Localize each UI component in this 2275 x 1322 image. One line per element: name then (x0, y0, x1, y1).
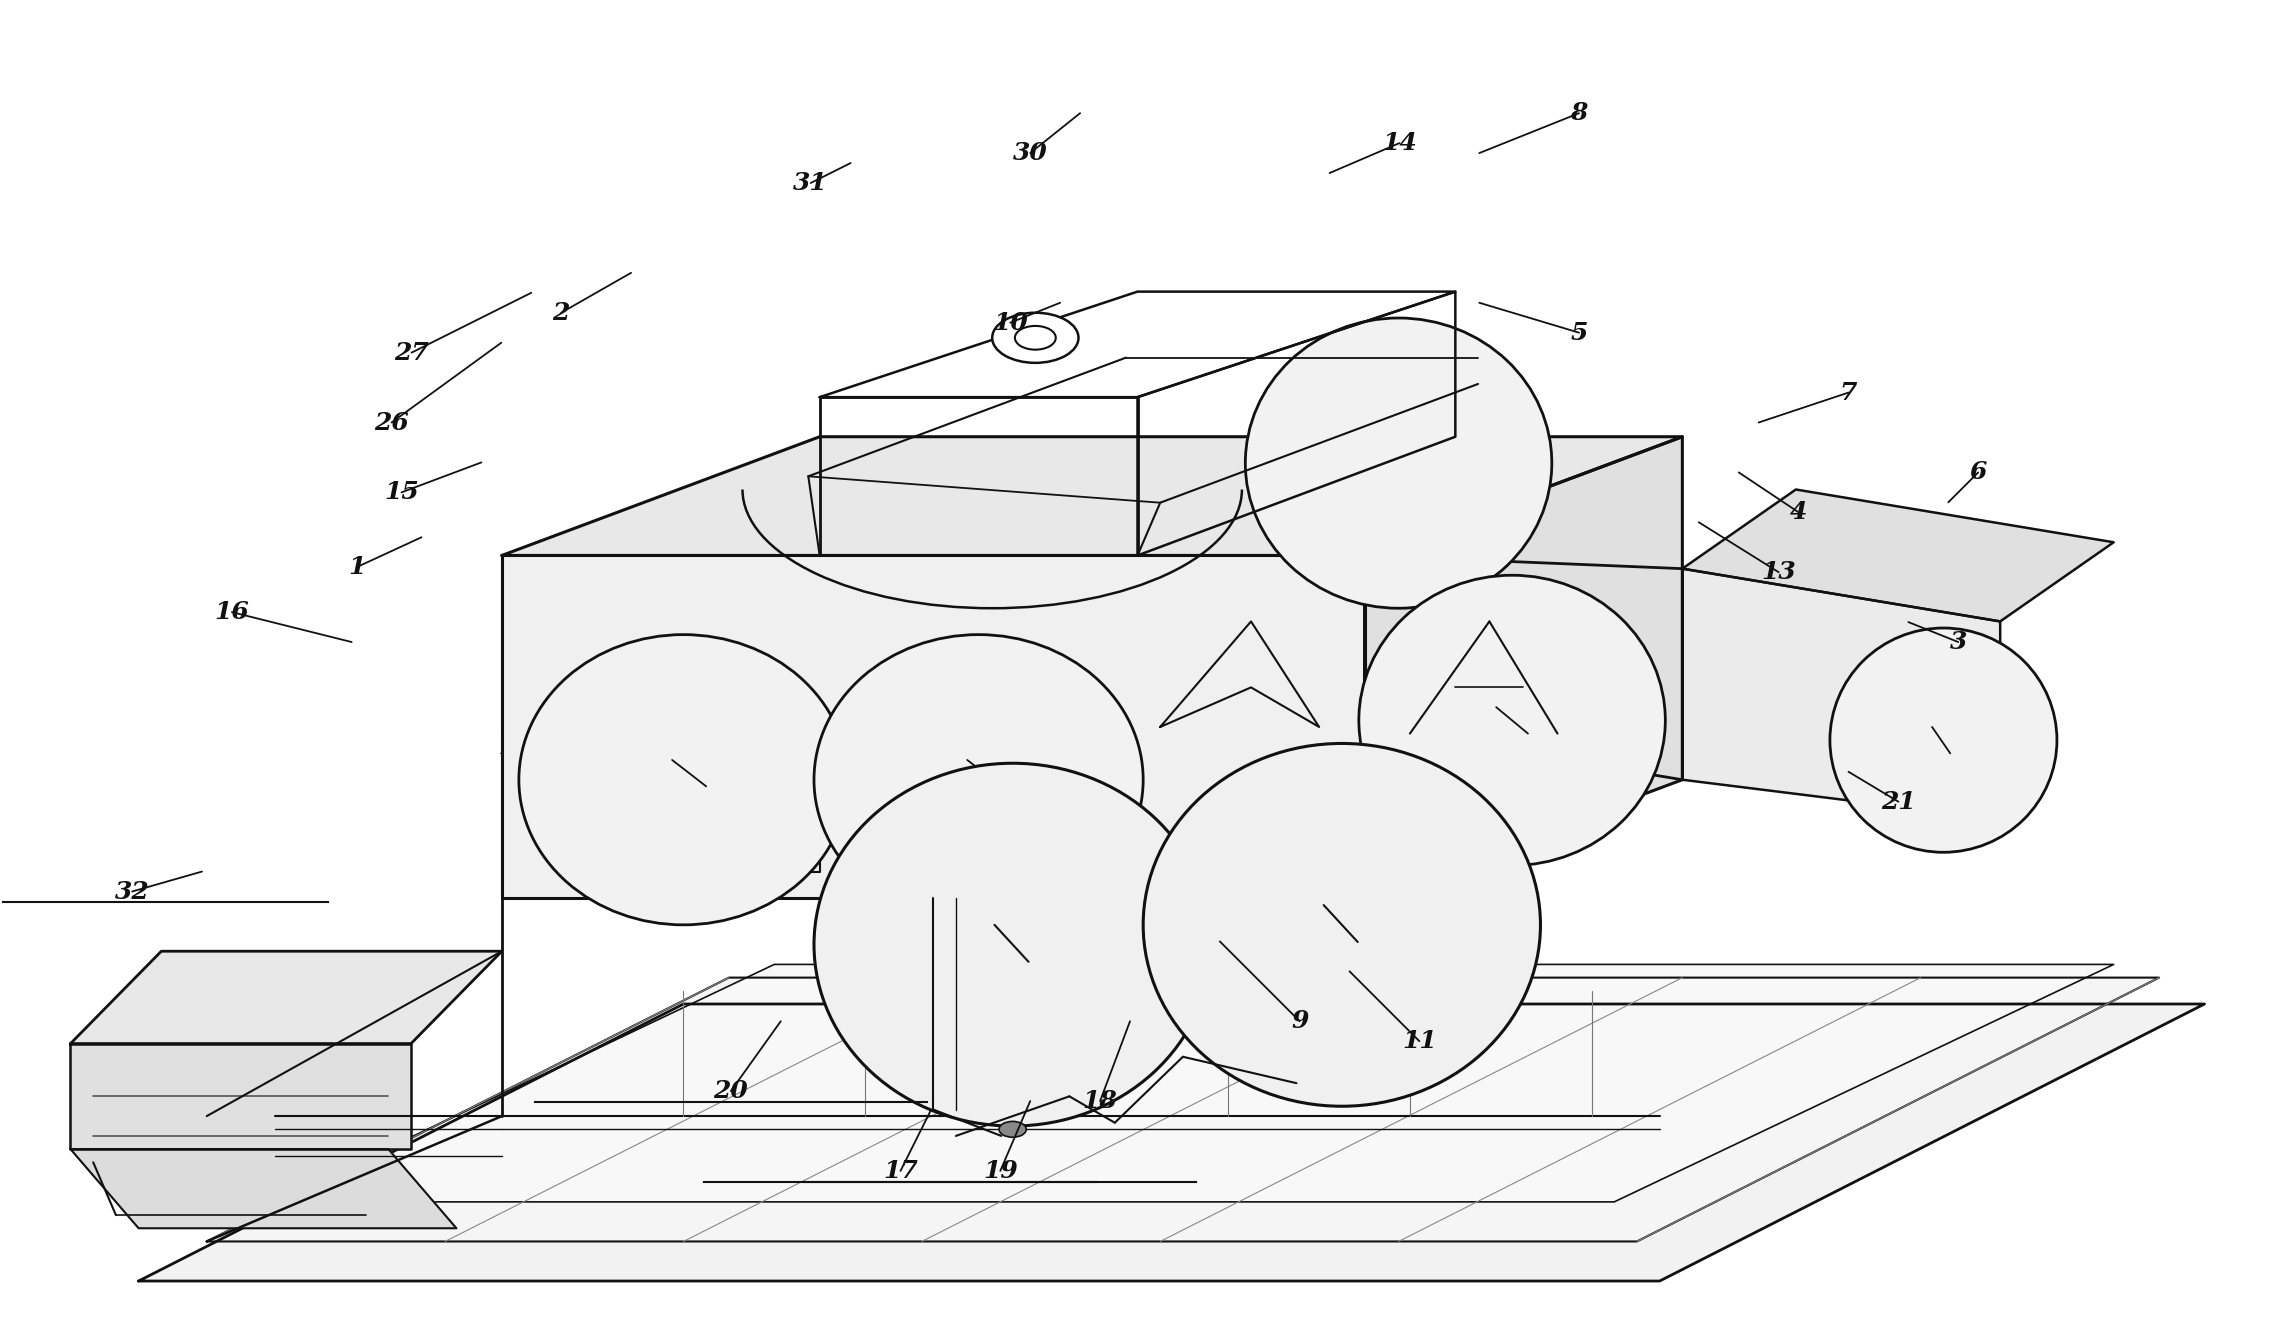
Polygon shape (637, 780, 728, 886)
Ellipse shape (1358, 575, 1665, 866)
Text: 14: 14 (1383, 131, 1417, 155)
Polygon shape (503, 436, 1681, 555)
Polygon shape (503, 754, 864, 899)
Polygon shape (71, 1043, 412, 1149)
Polygon shape (1681, 568, 2000, 820)
Text: 17: 17 (883, 1159, 917, 1183)
Text: 7: 7 (1840, 381, 1856, 405)
Ellipse shape (992, 313, 1078, 362)
Polygon shape (728, 806, 819, 873)
Text: 32: 32 (114, 879, 150, 903)
Text: 20: 20 (714, 1079, 748, 1103)
Polygon shape (275, 965, 2113, 1202)
Ellipse shape (814, 763, 1210, 1126)
Polygon shape (503, 687, 1001, 754)
Text: 15: 15 (384, 480, 419, 505)
Polygon shape (1365, 555, 1681, 780)
Text: 3: 3 (1950, 631, 1968, 654)
Ellipse shape (814, 635, 1142, 925)
Text: 31: 31 (794, 171, 828, 196)
Text: 26: 26 (373, 411, 410, 435)
Polygon shape (207, 977, 2159, 1241)
Text: 8: 8 (1570, 102, 1588, 126)
Polygon shape (1681, 489, 2113, 621)
Ellipse shape (1244, 319, 1552, 608)
Ellipse shape (999, 1121, 1026, 1137)
Polygon shape (864, 687, 1001, 899)
Text: 30: 30 (1012, 141, 1046, 165)
Ellipse shape (1142, 743, 1540, 1107)
Text: 18: 18 (1083, 1089, 1117, 1113)
Text: 1: 1 (348, 555, 366, 579)
Text: 16: 16 (214, 600, 250, 624)
Polygon shape (1365, 436, 1681, 899)
Polygon shape (139, 1003, 2204, 1281)
Ellipse shape (1015, 327, 1056, 349)
Text: 19: 19 (983, 1159, 1017, 1183)
Ellipse shape (519, 635, 849, 925)
Text: 6: 6 (1970, 460, 1986, 484)
Text: 10: 10 (992, 311, 1028, 334)
Text: 2: 2 (553, 300, 571, 325)
Polygon shape (503, 555, 1365, 899)
Text: 27: 27 (394, 341, 430, 365)
Text: 11: 11 (1401, 1030, 1438, 1054)
Polygon shape (71, 1149, 457, 1228)
Text: 9: 9 (1290, 1009, 1308, 1034)
Text: 13: 13 (1761, 561, 1795, 584)
Polygon shape (71, 952, 503, 1043)
Text: 21: 21 (1881, 789, 1916, 814)
Text: 4: 4 (1790, 500, 1806, 525)
Text: 5: 5 (1570, 321, 1588, 345)
Ellipse shape (1829, 628, 2057, 853)
